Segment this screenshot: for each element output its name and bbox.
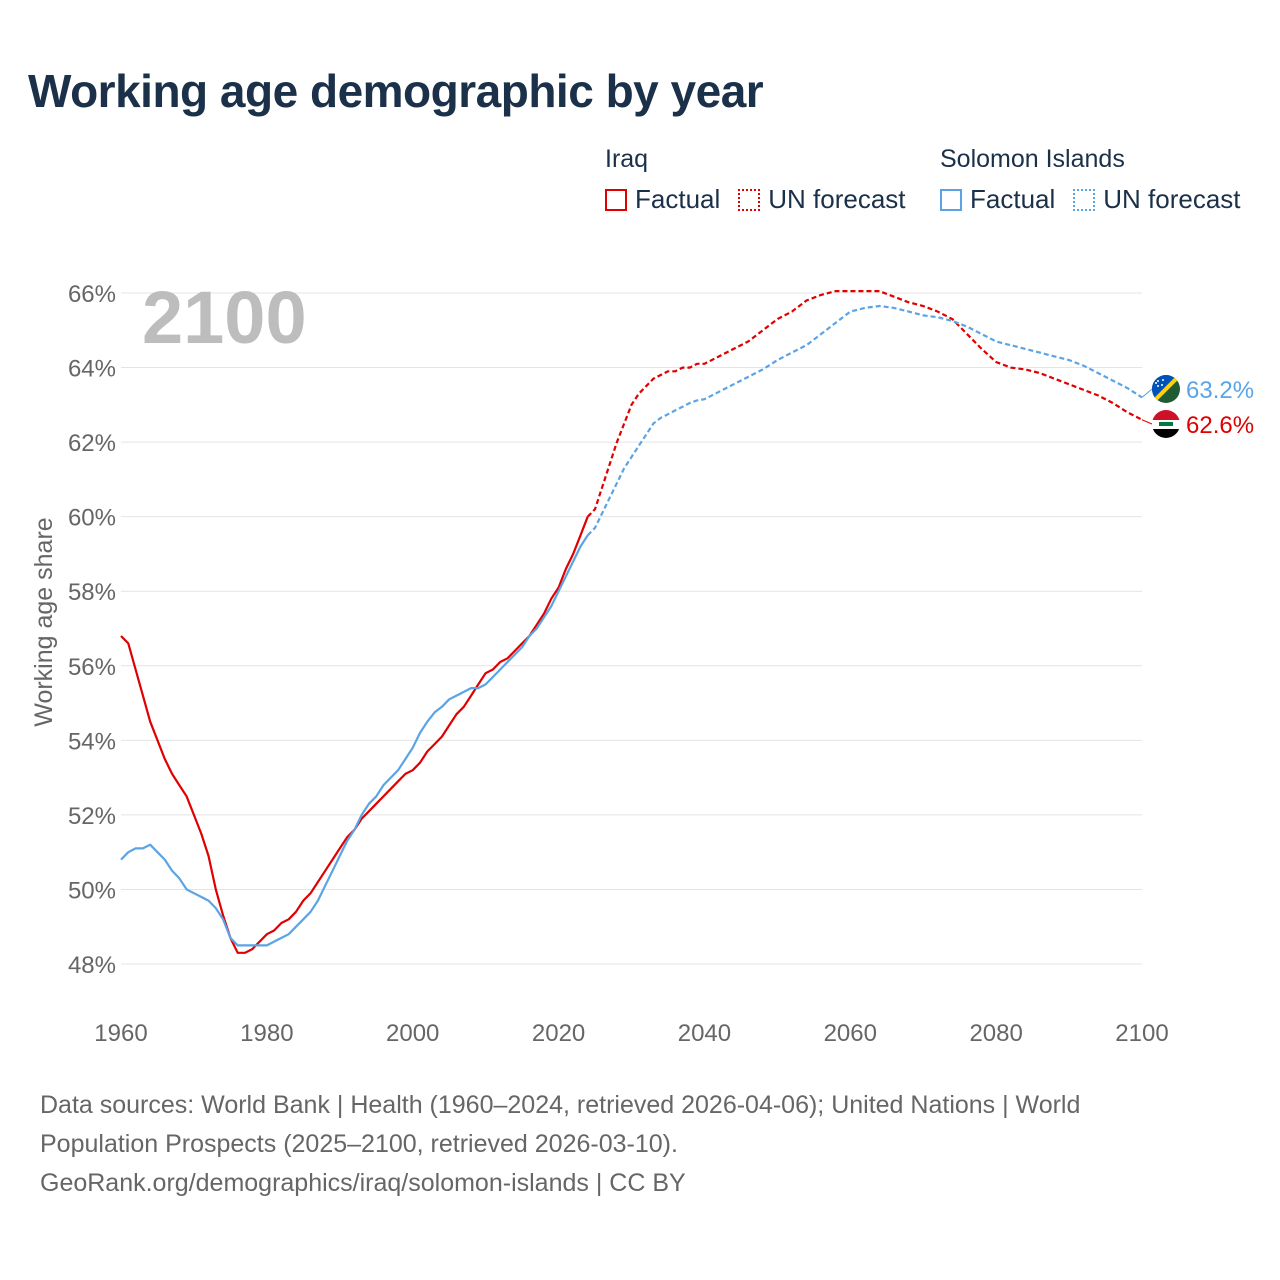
legend-country-iraq: Iraq xyxy=(605,145,649,173)
end-label-iraq: 62.6% xyxy=(1186,412,1254,439)
series-end-labels: 62.6% 63.2% xyxy=(1141,375,1254,439)
legend-label: Factual xyxy=(635,184,721,214)
x-tick-label: 1980 xyxy=(240,1020,293,1047)
legend-solomon-islands: Solomon Islands Factual UN forecast xyxy=(940,145,1259,215)
grid-lines xyxy=(121,292,1142,965)
series-lines xyxy=(120,290,1143,954)
legend-solomon-forecast[interactable]: UN forecast xyxy=(1073,184,1241,215)
legend-swatch-dotted xyxy=(1073,188,1096,211)
y-tick-label: 50% xyxy=(68,877,116,904)
y-axis-ticks: 48% 50% 52% 54% 56% 58% 60% 62% 64% 66% xyxy=(68,281,116,979)
x-tick-label: 2020 xyxy=(532,1020,585,1047)
y-tick-label: 66% xyxy=(68,281,116,308)
y-tick-label: 60% xyxy=(68,505,116,532)
series-line-solomon-islands-factual xyxy=(120,534,589,947)
legend-iraq-factual[interactable]: Factual xyxy=(605,184,720,215)
y-tick-label: 54% xyxy=(68,728,116,755)
chart-title: Working age demographic by year xyxy=(28,65,764,117)
solomon-islands-flag-icon xyxy=(1152,375,1180,403)
end-label-connector xyxy=(1141,388,1153,398)
end-label-connector xyxy=(1141,419,1153,425)
x-tick-label: 2040 xyxy=(678,1020,731,1047)
iraq-flag-icon xyxy=(1152,410,1180,438)
legend-label: UN forecast xyxy=(1103,184,1241,214)
year-watermark: 2100 xyxy=(142,276,307,359)
sources-text: Data sources: World Bank | Health (1960–… xyxy=(40,1091,1081,1158)
x-axis-ticks: 1960 1980 2000 2020 2040 2060 2080 2100 xyxy=(94,1020,1168,1047)
x-tick-label: 2000 xyxy=(386,1020,439,1047)
legend-iraq: Iraq Factual UN forecast xyxy=(605,145,924,215)
legend-label: UN forecast xyxy=(768,184,906,214)
x-tick-label: 2060 xyxy=(824,1020,877,1047)
y-tick-label: 62% xyxy=(68,430,116,457)
y-axis-label: Working age share xyxy=(30,517,58,726)
end-label-solomon-islands: 63.2% xyxy=(1186,377,1254,404)
series-line-solomon-islands-forecast xyxy=(586,304,1143,537)
legend-iraq-forecast[interactable]: UN forecast xyxy=(738,184,906,215)
series-line-iraq-factual xyxy=(120,516,589,954)
legend-swatch-dotted xyxy=(738,188,761,211)
y-tick-label: 56% xyxy=(68,654,116,681)
sources-link[interactable]: GeoRank.org/demographics/iraq/solomon-is… xyxy=(40,1169,686,1197)
x-tick-label: 2080 xyxy=(969,1020,1022,1047)
legend-label: Factual xyxy=(970,184,1056,214)
y-tick-label: 64% xyxy=(68,356,116,383)
legend-swatch-solid xyxy=(940,188,962,211)
data-sources: Data sources: World Bank | Health (1960–… xyxy=(40,1086,1160,1203)
y-tick-label: 58% xyxy=(68,579,116,606)
y-tick-label: 52% xyxy=(68,803,116,830)
y-tick-label: 48% xyxy=(68,952,116,979)
series-line-iraq-forecast xyxy=(586,290,1143,518)
legend-country-solomon-islands: Solomon Islands xyxy=(940,145,1125,173)
legend-solomon-factual[interactable]: Factual xyxy=(940,184,1055,215)
legend-swatch-solid xyxy=(605,188,627,211)
x-tick-label: 2100 xyxy=(1115,1020,1168,1047)
x-tick-label: 1960 xyxy=(94,1020,147,1047)
